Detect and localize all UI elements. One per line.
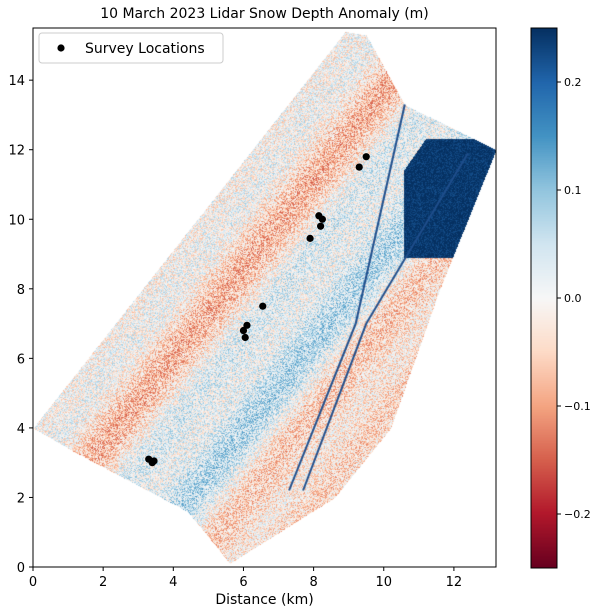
x-tick-label: 6: [239, 575, 247, 590]
survey-location-point: [243, 321, 251, 329]
legend-marker: [57, 44, 65, 52]
colorbar-gradient: [531, 28, 557, 568]
colorbar-tick-label: 0.2: [564, 76, 582, 89]
x-tick-label: 12: [446, 575, 463, 590]
survey-location-point: [318, 215, 326, 223]
colorbar-tick-label: −0.2: [564, 508, 591, 521]
snow-depth-raster: [33, 28, 496, 567]
survey-location-point: [355, 163, 363, 171]
colorbar-frame: [530, 27, 558, 569]
survey-location-point: [362, 153, 370, 161]
y-tick-label: 14: [8, 74, 25, 89]
x-tick-label: 0: [29, 575, 37, 590]
y-tick-label: 2: [17, 491, 25, 506]
plot-frame: [32, 27, 497, 568]
survey-location-point: [241, 333, 249, 342]
colorbar-tick-label: 0.0: [564, 292, 582, 305]
y-tick-label: 4: [17, 422, 25, 437]
colorbar-tick-label: −0.1: [564, 400, 591, 413]
y-tick-label: 0: [17, 561, 25, 576]
survey-location-point: [259, 302, 267, 310]
colorbar-tick-label: 0.1: [564, 184, 582, 197]
y-tick-label: 10: [8, 213, 25, 228]
chart-title: 10 March 2023 Lidar Snow Depth Anomaly (…: [100, 6, 429, 22]
x-tick-label: 8: [309, 575, 317, 590]
survey-location-point: [306, 234, 314, 242]
x-tick-label: 10: [375, 575, 392, 590]
survey-location-point: [317, 222, 325, 230]
y-tick-label: 12: [8, 144, 25, 159]
x-tick-label: 2: [99, 575, 107, 590]
legend-box: [38, 32, 224, 64]
survey-location-point: [150, 457, 158, 465]
survey-location-point: [239, 326, 248, 335]
x-axis-label: Distance (km): [215, 592, 314, 608]
x-tick-label: 4: [169, 575, 177, 590]
y-tick-label: 8: [17, 283, 25, 298]
y-tick-label: 6: [17, 352, 25, 367]
legend-label: Survey Locations: [85, 41, 205, 57]
